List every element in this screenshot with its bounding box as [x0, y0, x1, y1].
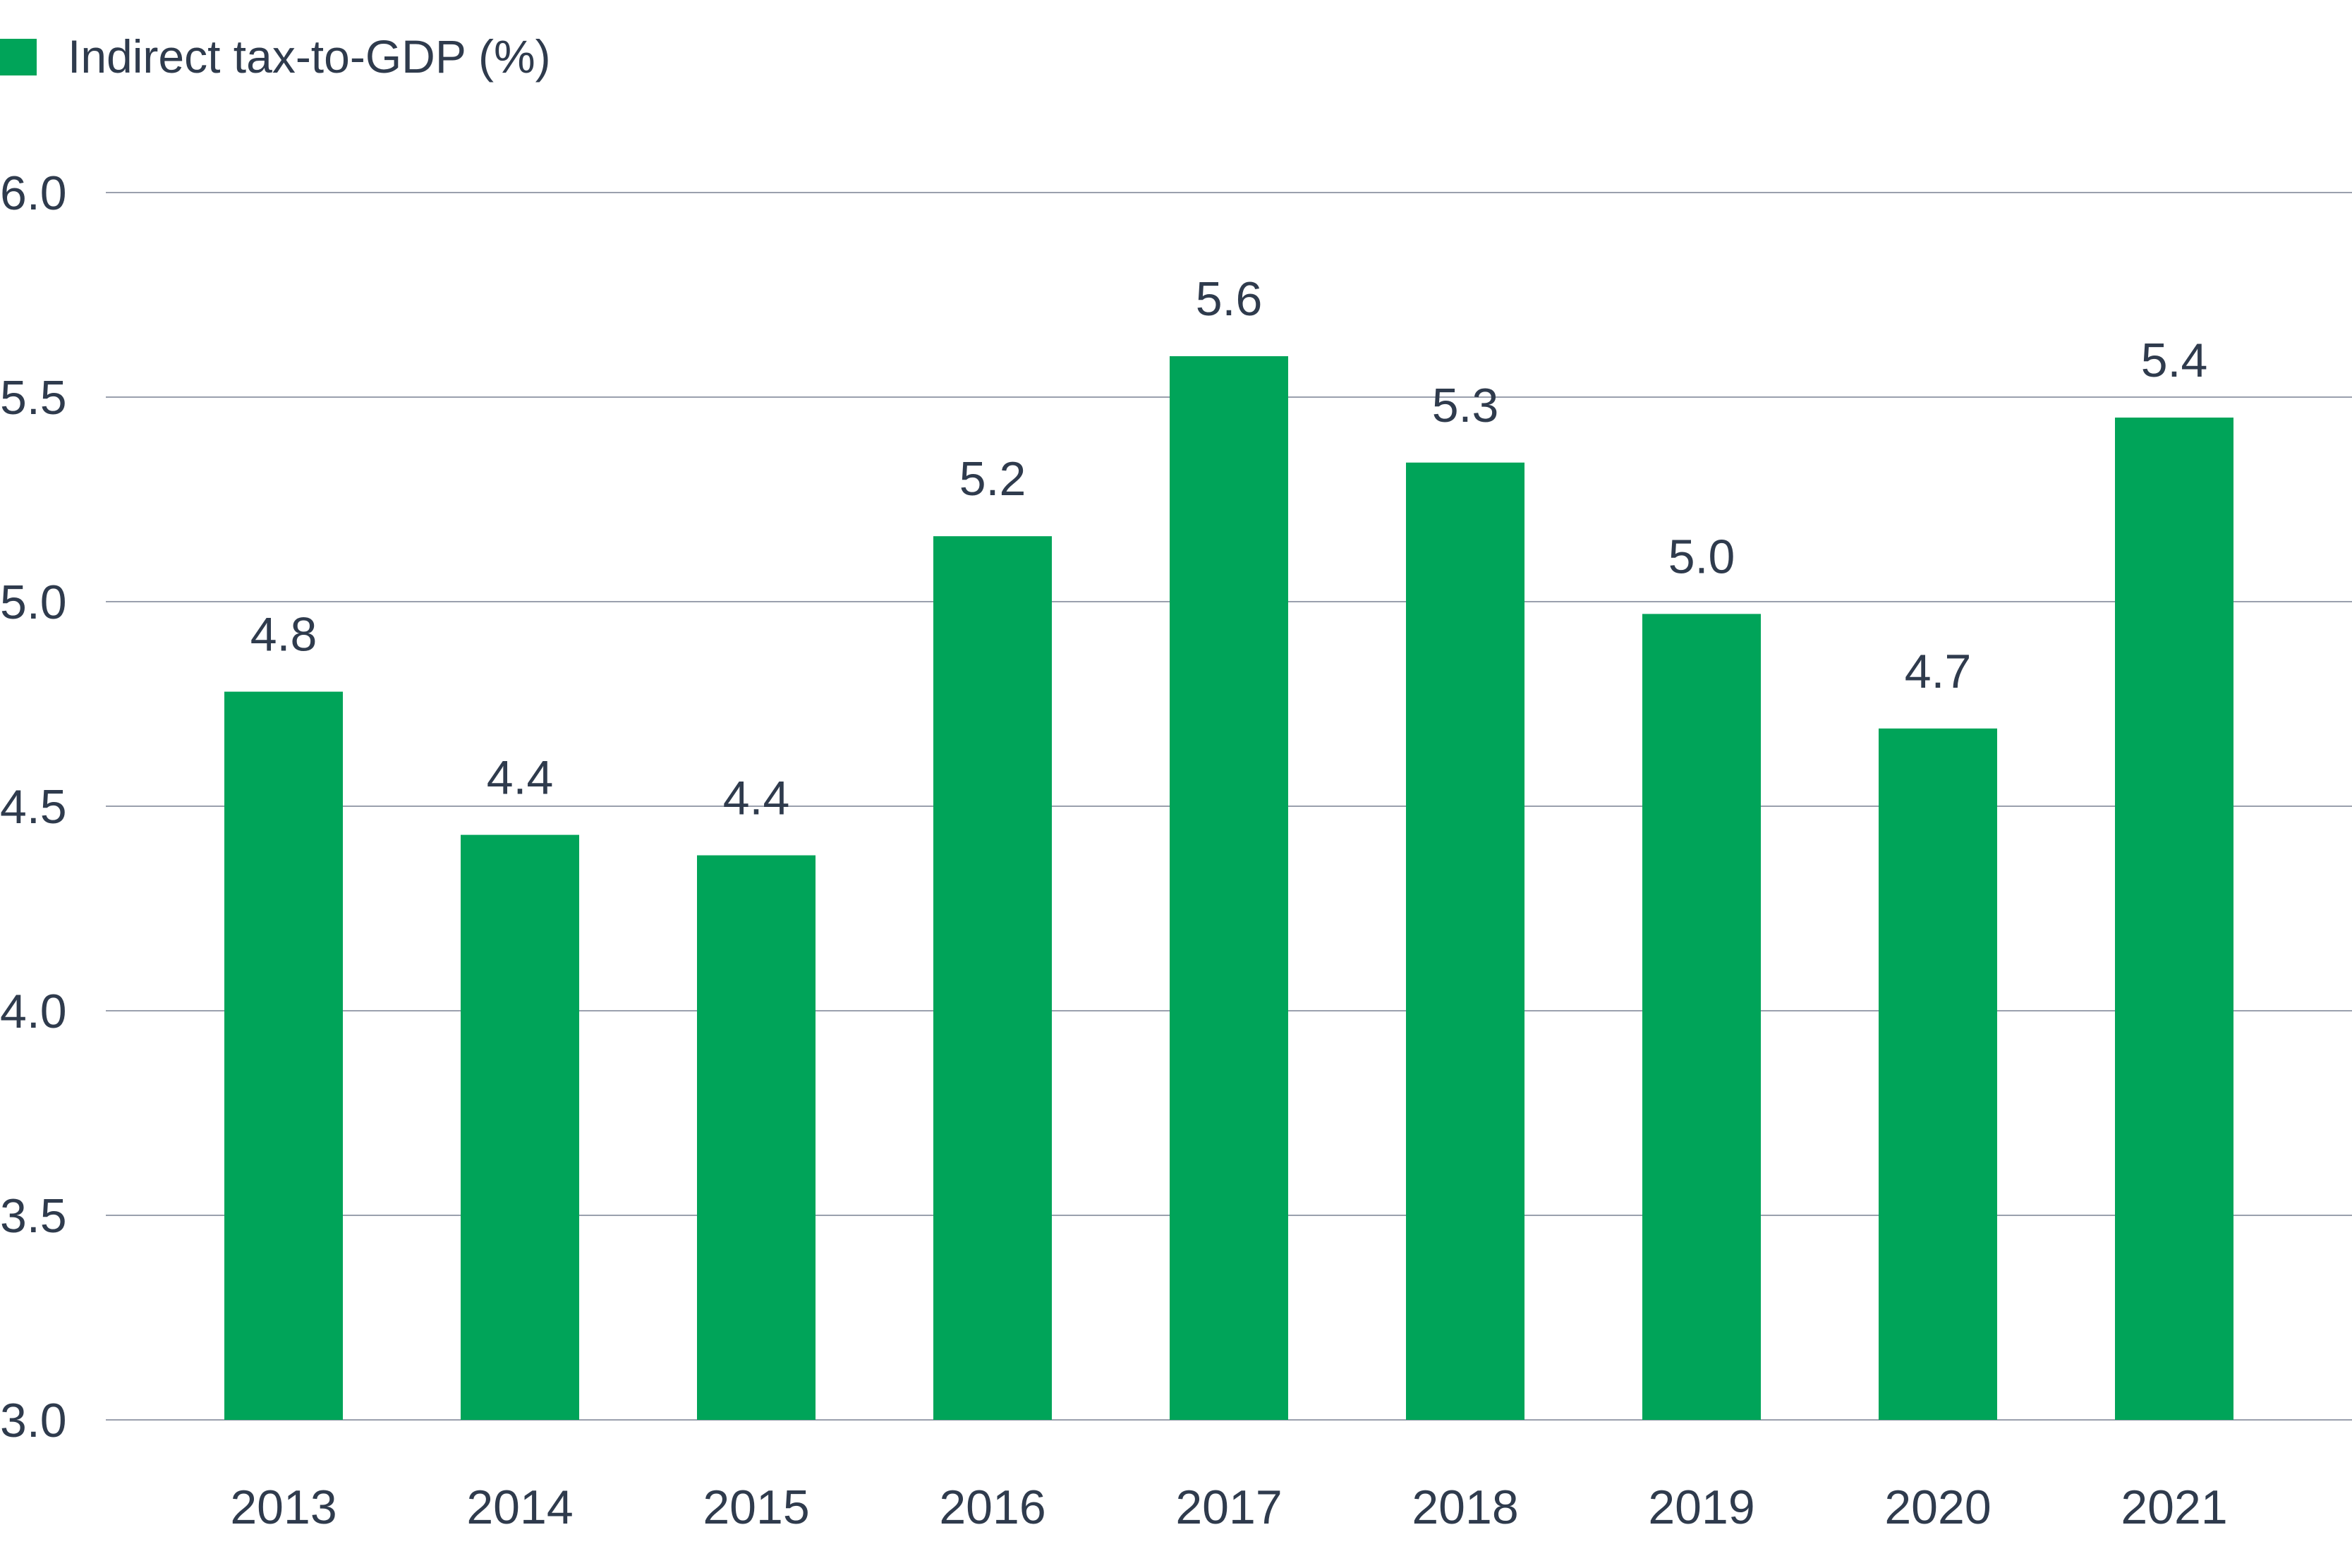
data-label-2018: 5.3 — [1432, 379, 1499, 432]
x-tick-label-2019: 2019 — [1648, 1481, 1754, 1534]
data-labels: 4.8 4.4 4.4 5.2 5.6 5.3 5.0 4.7 5.4 — [250, 272, 2208, 825]
data-label-2014: 4.4 — [487, 751, 554, 805]
legend-swatch — [0, 39, 37, 75]
bar-2017 — [1170, 356, 1288, 1420]
data-label-2017: 5.6 — [1196, 272, 1263, 326]
y-tick-label: 5.5 — [0, 371, 67, 425]
data-label-2013: 4.8 — [250, 608, 317, 662]
x-tick-label-2014: 2014 — [466, 1481, 573, 1534]
bar-2020 — [1879, 728, 1997, 1420]
bar-2013 — [224, 691, 343, 1420]
bar-2014 — [461, 834, 579, 1420]
x-tick-label-2015: 2015 — [703, 1481, 809, 1534]
y-tick-label: 3.0 — [0, 1394, 67, 1447]
y-tick-label: 3.5 — [0, 1189, 67, 1243]
x-tick-label-2016: 2016 — [939, 1481, 1045, 1534]
y-axis-ticks: 3.0 3.5 4.0 4.5 5.0 5.5 6.0 — [0, 166, 67, 1447]
x-tick-label-2021: 2021 — [2121, 1481, 2227, 1534]
x-axis-ticks: 2013 2014 2015 2016 2017 2018 2019 2020 2021 — [230, 1481, 2227, 1534]
bar-2015 — [697, 855, 816, 1420]
x-tick-label-2020: 2020 — [1884, 1481, 1991, 1534]
data-label-2019: 5.0 — [1668, 530, 1735, 583]
data-label-2020: 4.7 — [1905, 645, 1972, 698]
y-tick-label: 6.0 — [0, 166, 67, 220]
bar-2021 — [2115, 418, 2233, 1420]
bars — [224, 356, 2233, 1421]
legend: Indirect tax-to-GDP (%) — [0, 30, 551, 83]
data-label-2021: 5.4 — [2141, 334, 2208, 387]
x-tick-label-2017: 2017 — [1175, 1481, 1282, 1534]
x-tick-label-2018: 2018 — [1412, 1481, 1518, 1534]
bar-2019 — [1642, 614, 1761, 1420]
data-label-2015: 4.4 — [723, 772, 790, 825]
legend-label: Indirect tax-to-GDP (%) — [68, 30, 551, 83]
data-label-2016: 5.2 — [959, 452, 1026, 506]
y-tick-label: 4.0 — [0, 985, 67, 1038]
y-tick-label: 4.5 — [0, 780, 67, 834]
x-tick-label-2013: 2013 — [230, 1481, 337, 1534]
bar-2016 — [933, 536, 1052, 1421]
y-tick-label: 5.0 — [0, 576, 67, 629]
bar-2018 — [1406, 462, 1524, 1420]
